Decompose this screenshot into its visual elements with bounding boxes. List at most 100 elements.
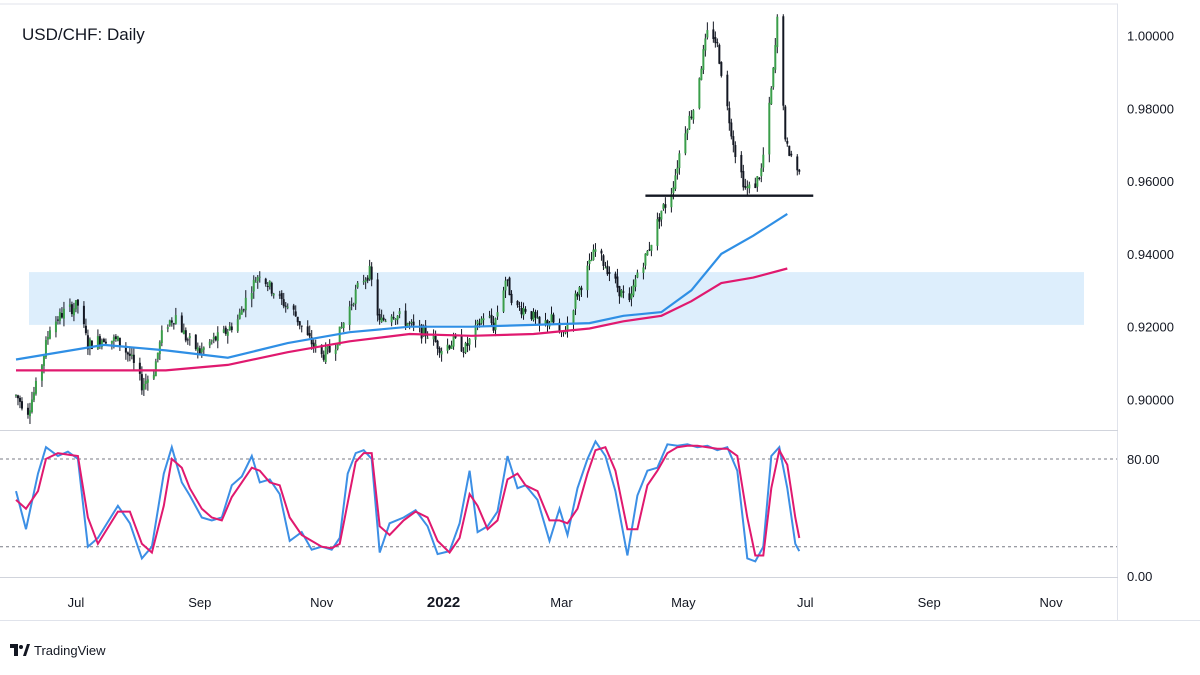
stochastic-axis[interactable]: 0.00 80.00 xyxy=(1127,452,1160,584)
candle-body xyxy=(714,37,717,44)
candle-body xyxy=(536,317,539,319)
candle-body xyxy=(158,342,161,355)
chart-title: USD/CHF: Daily xyxy=(22,25,145,44)
candle-body xyxy=(118,337,121,347)
candle-body xyxy=(636,272,639,278)
candle-body xyxy=(60,313,63,318)
candle-body xyxy=(194,334,197,350)
candle-body xyxy=(798,169,801,172)
candle-body xyxy=(726,74,729,107)
candle-body xyxy=(672,187,675,194)
candle-body xyxy=(368,265,371,280)
candle-body xyxy=(684,133,687,154)
candle-body xyxy=(760,168,763,177)
candle-body xyxy=(102,339,105,343)
candle-body xyxy=(744,185,747,188)
candle-body xyxy=(286,306,289,308)
candle-body xyxy=(534,311,537,318)
candle-body xyxy=(518,306,521,308)
candle-body xyxy=(112,337,115,342)
candle-body xyxy=(688,115,691,130)
candle-body xyxy=(222,329,225,333)
candle-body xyxy=(180,315,183,333)
candle-body xyxy=(516,300,519,306)
candle-body xyxy=(462,351,465,353)
candle-body xyxy=(412,321,415,326)
candle-body xyxy=(238,312,241,319)
candle-body xyxy=(578,287,581,295)
candle-body xyxy=(692,110,695,120)
candle-body xyxy=(376,279,379,316)
candle-body xyxy=(342,322,345,328)
candle-body xyxy=(16,395,19,399)
candle-body xyxy=(294,311,297,317)
candle-body xyxy=(796,156,799,171)
candle-body xyxy=(702,49,705,70)
candle-body xyxy=(508,277,511,296)
candle-body xyxy=(768,102,771,155)
candle-body xyxy=(730,122,733,137)
candle-body xyxy=(86,335,89,350)
candle-body xyxy=(48,330,51,339)
candle-body xyxy=(628,293,631,301)
candle-body xyxy=(478,323,481,326)
candle-body xyxy=(408,322,411,324)
candle-body xyxy=(606,265,609,275)
time-tick-label: Sep xyxy=(188,595,211,610)
candle-body xyxy=(14,395,17,397)
candle-body xyxy=(250,292,253,300)
candle-body xyxy=(166,327,169,329)
candle-body xyxy=(784,106,787,140)
candle-body xyxy=(426,337,429,339)
time-axis[interactable]: Jul Sep Nov 2022 Mar May Jul Sep Nov xyxy=(68,594,1063,611)
candle-body xyxy=(172,323,175,325)
candle-body xyxy=(202,347,205,350)
candle-body xyxy=(732,136,735,145)
candle-body xyxy=(336,344,339,349)
candle-body xyxy=(370,266,373,280)
candle-body xyxy=(616,276,619,288)
tradingview-branding[interactable]: TradingView xyxy=(10,640,106,660)
candle-body xyxy=(422,326,425,337)
candle-body xyxy=(538,316,541,325)
candle-body xyxy=(758,177,761,179)
candle-body xyxy=(646,250,649,256)
candle-body xyxy=(28,410,31,417)
time-tick-label: Nov xyxy=(310,595,334,610)
candle-body xyxy=(558,322,561,333)
candle-body xyxy=(296,316,299,323)
candle-body xyxy=(678,153,681,169)
candle-body xyxy=(658,217,661,222)
moving-average-slow xyxy=(16,267,788,372)
candle-body xyxy=(664,204,667,208)
candle-body xyxy=(72,308,75,316)
candle-body xyxy=(82,305,85,325)
tradingview-logo-icon xyxy=(10,644,30,656)
candle-body xyxy=(68,304,71,307)
candle-body xyxy=(608,272,611,274)
candle-body xyxy=(210,340,213,342)
candle-body xyxy=(450,345,453,349)
candle-body xyxy=(168,320,171,326)
candle-body xyxy=(182,330,185,335)
candle-body xyxy=(100,340,103,348)
time-tick-label: 2022 xyxy=(427,594,460,611)
candle-body xyxy=(740,154,743,173)
candle-body xyxy=(272,293,275,296)
candle-body xyxy=(572,310,575,325)
time-tick-label: Sep xyxy=(918,595,941,610)
candle-body xyxy=(642,267,645,273)
price-axis[interactable]: 0.90000 0.92000 0.94000 0.96000 0.98000 1.000… xyxy=(1127,28,1174,407)
candle-body xyxy=(588,259,591,265)
candle-body xyxy=(634,279,637,287)
candle-body xyxy=(44,340,47,358)
candle-body xyxy=(310,337,313,345)
candle-body xyxy=(242,309,245,311)
candle-body xyxy=(476,321,479,325)
candle-body xyxy=(268,281,271,287)
candle-body xyxy=(184,330,187,341)
demand-zone xyxy=(29,272,1084,325)
time-tick-label: Jul xyxy=(68,595,85,610)
candle-body xyxy=(424,325,427,337)
